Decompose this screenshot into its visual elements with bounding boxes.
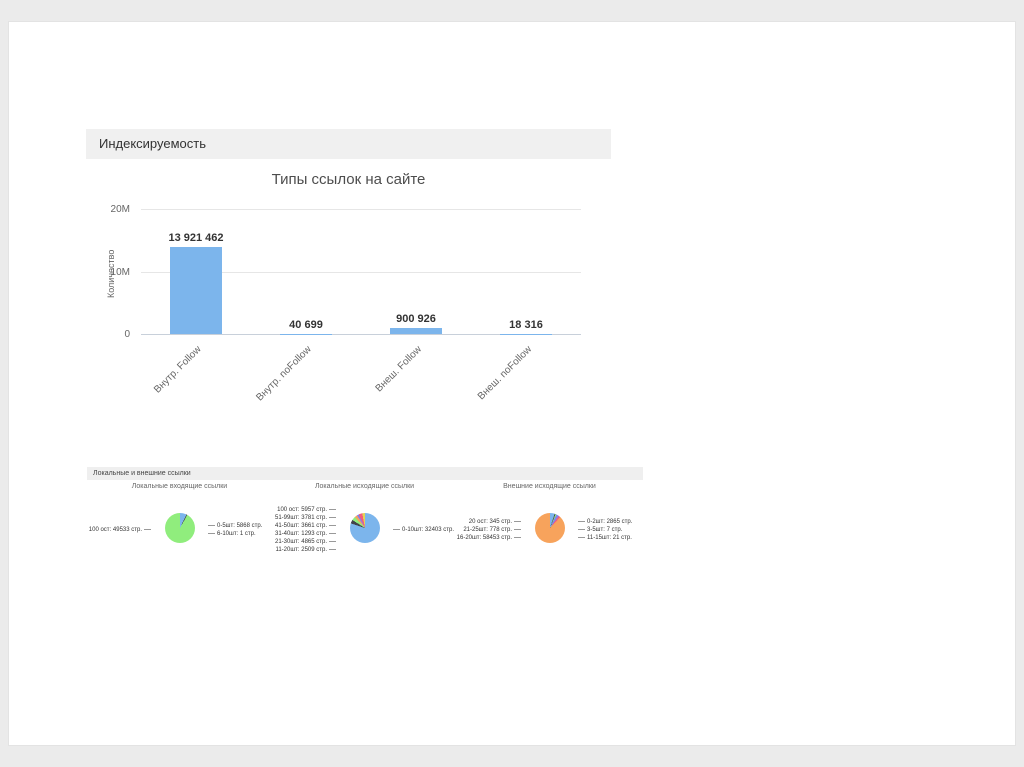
bar-value-label: 18 316: [509, 318, 543, 331]
x-axis-label: Внеш. Follow: [373, 344, 424, 395]
pie-slice-label: 100 ост: 5957 стр.: [277, 507, 336, 513]
pie-slice-label: 11-20шт: 2509 стр.: [275, 547, 336, 553]
pie-slice-label: 100 ост: 49533 стр.: [89, 527, 151, 533]
pie-slice-label: 20 ост: 345 стр.: [469, 519, 521, 525]
pie-local-incoming: Локальные входящие ссылки 100 ост: 49533…: [87, 480, 272, 568]
pie-charts-row: Локальные входящие ссылки 100 ост: 49533…: [87, 480, 643, 568]
pie-chart: [534, 513, 565, 543]
pie-slice-label: 11-15шт: 21 стр.: [578, 535, 632, 541]
bar-value-label: 40 699: [289, 318, 323, 331]
indexability-panel: Индексируемость Типы ссылок на сайте Кол…: [86, 129, 611, 439]
pie-labels-right: 0-5шт: 5868 стр. 6-10шт: 1 стр.: [208, 494, 270, 566]
pie-labels-left: 20 ост: 345 стр. 21-25шт: 778 стр. 16-20шт…: [457, 494, 521, 566]
pie-slice-label: 3-5шт: 7 стр.: [578, 527, 622, 533]
gridline: [141, 334, 581, 335]
pie-labels-left: 100 ост: 5957 стр. 51-99шт: 3781 стр. 41-5…: [274, 494, 336, 566]
pie-labels-left: 100 ост: 49533 стр.: [89, 494, 151, 566]
indexability-panel-header: Индексируемость: [86, 129, 611, 159]
x-axis-label: Внутр. noFollow: [254, 344, 314, 404]
pie-slice-label: 21-30шт: 4865 стр.: [275, 539, 336, 545]
pie-slice-label: 21-25шт: 778 стр.: [463, 527, 521, 533]
pie-slice-label: 0-5шт: 5868 стр.: [208, 523, 262, 529]
x-axis-label: Внеш. noFollow: [475, 344, 534, 403]
pie-slice-label: 41-50шт: 3661 стр.: [275, 523, 336, 529]
bar-slot: 900 926: [361, 209, 471, 334]
bar-3: [390, 328, 442, 334]
pie-chart: [164, 513, 195, 543]
pie-title: Внешние исходящие ссылки: [503, 483, 596, 490]
pie-title: Локальные исходящие ссылки: [314, 483, 415, 490]
slide-canvas: Индексируемость Типы ссылок на сайте Кол…: [8, 21, 1016, 746]
bar-value-label: 13 921 462: [168, 232, 224, 244]
y-axis-tick: 0: [124, 329, 130, 340]
pie-title: Локальные входящие ссылки: [131, 483, 228, 490]
bar-slot: 13 921 462: [141, 209, 251, 334]
bar-1: [170, 247, 222, 334]
links-panel: Локальные и внешние ссылки Локальные вхо…: [87, 467, 643, 568]
y-axis-tick: 20M: [110, 204, 130, 215]
y-axis-tick: 10M: [110, 266, 130, 278]
gridline: [141, 209, 581, 210]
bar-series: 13 921 462 40 699 900 926 18 316: [141, 209, 581, 334]
y-axis-ticks: 20M 10M 0: [86, 204, 134, 340]
pie-slice-label: 31-40шт: 1293 стр.: [275, 531, 336, 537]
bar-chart-title: Типы ссылок на сайте: [271, 171, 426, 188]
bar-chart-plot-area: [141, 209, 581, 335]
pie-slice-label: 51-99шт: 3781 стр.: [275, 515, 336, 521]
pie-slice-label: 0-2шт: 2865 стр.: [578, 519, 632, 525]
pie-chart: [349, 513, 380, 543]
links-panel-header: Локальные и внешние ссылки: [87, 467, 643, 480]
bar-value-label: 900 926: [396, 313, 436, 326]
gridline: [141, 271, 581, 273]
bar-slot: 40 699: [251, 209, 361, 334]
pie-labels-right: 0-2шт: 2865 стр. 3-5шт: 7 стр. 11-15шт: 21…: [578, 494, 640, 566]
pie-local-outgoing: Локальные исходящие ссылки 100 ост: 5957…: [272, 480, 457, 568]
bar-slot: 18 316: [471, 209, 581, 334]
pie-labels-right: 0-10шт: 32403 стр.: [393, 494, 455, 566]
x-axis-label: Внутр. Follow: [152, 344, 204, 396]
pie-slice-label: 6-10шт: 1 стр.: [208, 531, 256, 537]
pie-external-outgoing: Внешние исходящие ссылки 20 ост: 345 стр…: [457, 480, 642, 568]
x-axis-labels: Внутр. Follow Внутр. noFollow Внеш. Follow…: [141, 334, 581, 429]
pie-slice-label: 0-10шт: 32403 стр.: [393, 527, 454, 533]
pie-slice-label: 16-20шт: 58453 стр.: [457, 535, 521, 541]
